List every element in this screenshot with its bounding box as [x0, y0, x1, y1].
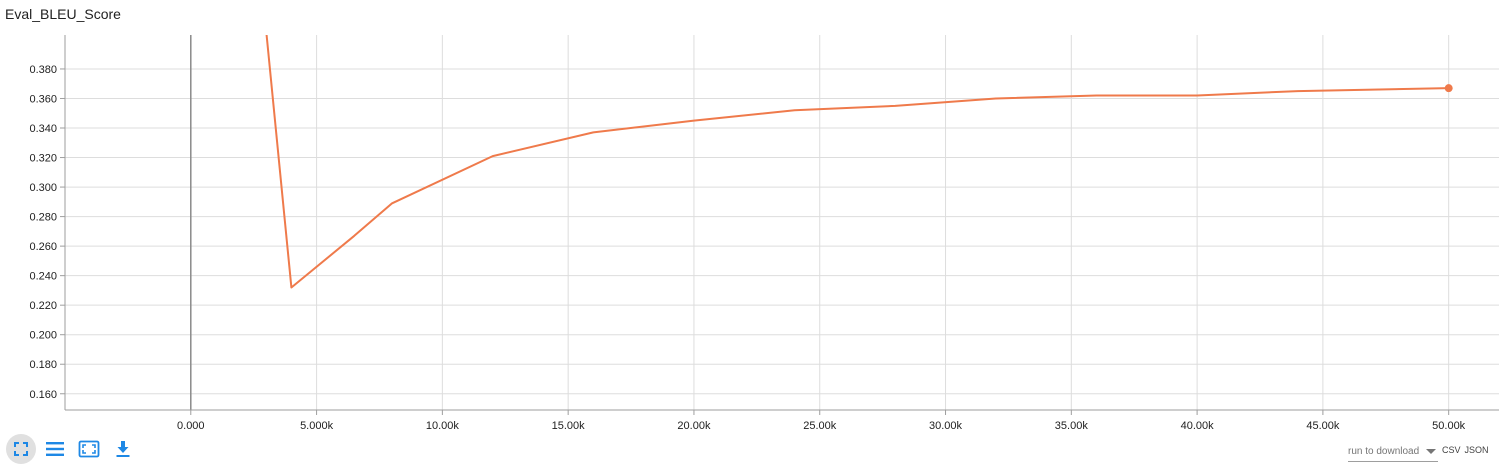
y-tick-label: 0.260 — [29, 241, 57, 253]
download-area: run to download CSV JSON — [1348, 443, 1489, 462]
x-tick-label: 25.00k — [803, 420, 837, 430]
fit-domain-button[interactable] — [74, 434, 104, 464]
y-tick-label: 0.180 — [29, 359, 57, 371]
x-tick-label: 35.00k — [1055, 420, 1089, 430]
download-button[interactable] — [108, 434, 138, 464]
chart-title: Eval_BLEU_Score — [5, 6, 121, 22]
x-tick-labels: 0.000 5.000k 10.00k 15.00k 20.00k 25.00k 30.00… — [177, 420, 1466, 430]
x-tick-label: 15.00k — [552, 420, 586, 430]
x-tick-label: 0.000 — [177, 420, 205, 430]
run-select-label: run to download — [1348, 446, 1420, 457]
x-tick-label: 5.000k — [300, 420, 334, 430]
grid-layer — [65, 35, 1499, 410]
last-point-marker — [1444, 84, 1453, 93]
series-line — [265, 35, 1449, 289]
fit-domain-icon — [78, 440, 100, 458]
fullscreen-button[interactable] — [6, 434, 36, 464]
json-link[interactable]: JSON — [1464, 445, 1489, 455]
y-tick-label: 0.220 — [29, 300, 57, 312]
y-tick-label: 0.200 — [29, 330, 57, 342]
x-tick-label: 45.00k — [1306, 420, 1340, 430]
x-tick-label: 20.00k — [677, 420, 711, 430]
axis-layer — [60, 35, 1499, 415]
y-tick-label: 0.280 — [29, 212, 57, 224]
download-icon — [116, 441, 130, 457]
y-tick-label: 0.300 — [29, 182, 57, 194]
chart-toolbar — [6, 434, 138, 464]
series-layer — [265, 35, 1453, 289]
y-tick-labels: 0.160 0.180 0.200 0.220 0.240 0.260 0.280 0.300… — [29, 64, 57, 401]
y-tick-label: 0.240 — [29, 271, 57, 283]
x-tick-label: 40.00k — [1181, 420, 1215, 430]
y-tick-label: 0.380 — [29, 64, 57, 76]
fullscreen-icon — [14, 442, 28, 456]
run-select[interactable]: run to download — [1348, 443, 1438, 462]
toggle-y-log-button[interactable] — [40, 434, 70, 464]
x-tick-label: 50.00k — [1432, 420, 1466, 430]
y-tick-label: 0.360 — [29, 93, 57, 105]
x-tick-label: 30.00k — [929, 420, 963, 430]
csv-link[interactable]: CSV — [1442, 445, 1461, 455]
x-tick-label: 10.00k — [426, 420, 460, 430]
y-tick-label: 0.340 — [29, 123, 57, 135]
list-icon — [46, 442, 64, 456]
chevron-down-icon — [1426, 449, 1436, 454]
y-tick-label: 0.160 — [29, 389, 57, 401]
y-tick-label: 0.320 — [29, 153, 57, 165]
chart-plot[interactable]: 0.000 5.000k 10.00k 15.00k 20.00k 25.00k 30.00… — [0, 0, 1505, 430]
